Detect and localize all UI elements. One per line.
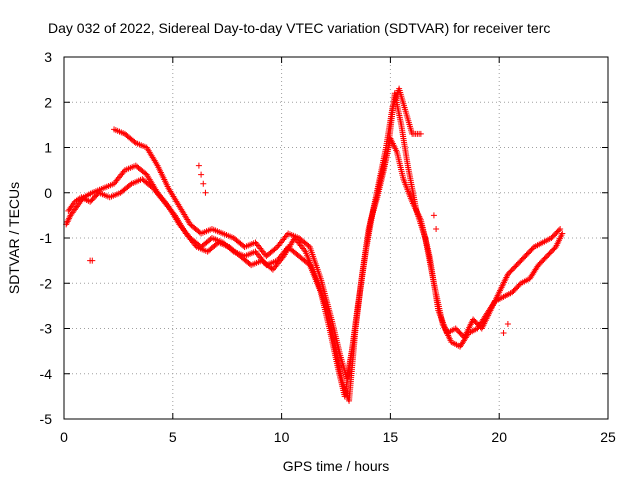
data-point <box>89 257 96 264</box>
x-tick-labels: 0 5 10 15 20 25 <box>60 429 616 445</box>
x-tick-label: 15 <box>383 429 399 445</box>
data-point <box>202 189 209 196</box>
x-tick-label: 25 <box>600 429 616 445</box>
y-axis-label: SDTVAR / TECUs <box>6 182 22 294</box>
y-tick-label: 2 <box>44 94 52 110</box>
data-point <box>500 330 507 337</box>
x-tick-label: 0 <box>60 429 68 445</box>
data-point <box>198 171 205 178</box>
data-points <box>63 85 566 404</box>
data-point <box>200 180 207 187</box>
x-tick-label: 20 <box>491 429 507 445</box>
data-point <box>127 181 134 188</box>
plot-frame <box>63 56 609 420</box>
data-point <box>195 162 202 169</box>
y-tick-label: -2 <box>40 275 53 291</box>
data-point <box>557 225 564 232</box>
data-point <box>430 212 437 219</box>
data-point <box>555 227 562 234</box>
y-tick-label: 1 <box>44 140 52 156</box>
x-tick-label: 10 <box>274 429 290 445</box>
data-point <box>433 225 440 232</box>
y-tick-label: -3 <box>40 321 53 337</box>
y-tick-label: -1 <box>40 230 53 246</box>
data-point <box>272 245 279 252</box>
data-point <box>131 138 138 145</box>
data-point <box>504 320 511 327</box>
grid-lines <box>64 57 608 419</box>
y-tick-label: -5 <box>40 411 53 427</box>
x-tick-label: 5 <box>169 429 177 445</box>
x-axis-label: GPS time / hours <box>283 458 390 474</box>
data-point <box>148 184 155 191</box>
chart-title: Day 032 of 2022, Sidereal Day-to-day VTE… <box>48 20 550 36</box>
y-tick-labels: -5 -4 -3 -2 -1 0 1 2 3 <box>40 49 53 427</box>
data-point <box>559 230 566 237</box>
y-tick-label: 0 <box>44 185 52 201</box>
y-tick-label: 3 <box>44 49 52 65</box>
y-tick-label: -4 <box>40 366 53 382</box>
data-point <box>417 130 424 137</box>
